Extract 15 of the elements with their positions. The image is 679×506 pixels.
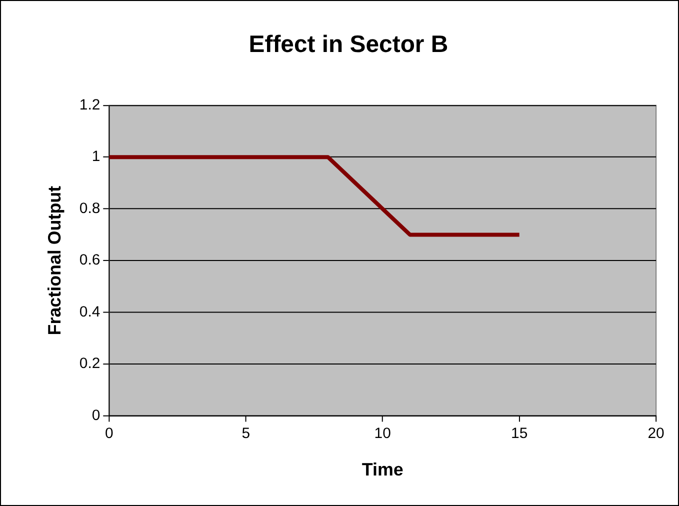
x-tick-label: 10 — [374, 424, 391, 442]
x-tick-label: 5 — [242, 424, 250, 442]
y-tick-label: 0.4 — [79, 303, 100, 320]
x-axis-title: Time — [362, 459, 404, 480]
x-tick-label: 15 — [511, 424, 528, 442]
y-axis-title: Fractional Output — [44, 186, 65, 336]
y-tick-label: 0.2 — [79, 355, 100, 372]
y-tick-label: 0.6 — [79, 252, 100, 269]
y-tick-label: 0.8 — [79, 200, 100, 217]
y-tick-label: 1.2 — [79, 96, 100, 114]
x-tick-label: 20 — [648, 424, 664, 442]
y-tick-label: 1 — [92, 148, 100, 166]
x-tick-label: 0 — [104, 424, 114, 442]
chart-title: Effect in Sector B — [248, 30, 448, 58]
y-tick-label: 0 — [92, 406, 100, 424]
